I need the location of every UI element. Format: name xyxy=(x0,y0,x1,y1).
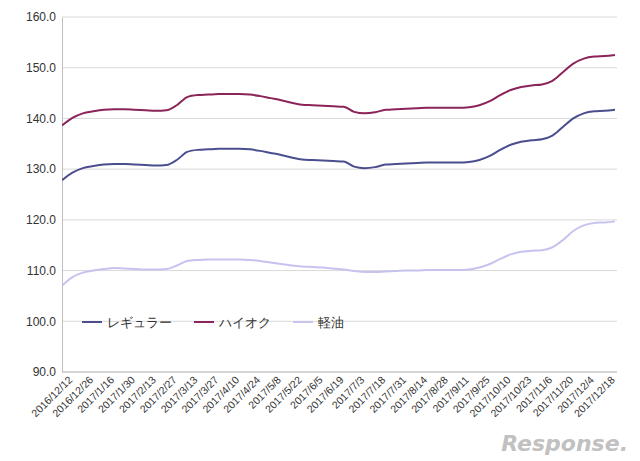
y-tick-label: 100.0 xyxy=(26,315,56,329)
y-tick: 90.0 xyxy=(33,365,62,379)
y-tick-label: 150.0 xyxy=(26,61,56,75)
x-tick: 2017/12/18 xyxy=(571,372,617,419)
grid-line xyxy=(62,372,617,373)
y-tick-label: 160.0 xyxy=(26,10,56,24)
legend-item: 軽油 xyxy=(293,315,344,330)
legend: レギュラー ハイオク 軽油 xyxy=(82,315,344,330)
y-tick-label: 140.0 xyxy=(26,112,56,126)
watermark: Response. xyxy=(501,431,628,456)
series-line xyxy=(62,110,615,180)
grid-line xyxy=(62,67,617,68)
legend-swatch xyxy=(82,321,102,323)
y-axis-line xyxy=(62,18,63,373)
grid xyxy=(62,17,617,372)
series-line xyxy=(62,55,615,125)
y-axis: 90.0 100.0 110.0 120.0 130.0 140.0 150.0 160.0 xyxy=(26,10,63,379)
y-tick: 100.0 xyxy=(26,315,62,329)
y-tick: 130.0 xyxy=(26,162,62,176)
y-tick-label: 90.0 xyxy=(33,365,57,379)
x-axis: 2016/12/122016/12/262017/1/162017/1/3020… xyxy=(29,372,617,419)
legend-item: ハイオク xyxy=(194,315,271,330)
legend-swatch xyxy=(293,321,313,323)
grid-line xyxy=(62,219,617,220)
grid-line xyxy=(62,169,617,170)
lines xyxy=(62,55,615,286)
x-axis-line xyxy=(62,372,617,373)
y-tick-label: 130.0 xyxy=(26,162,56,176)
x-tick-label: 2017/12/18 xyxy=(571,373,617,419)
y-tick: 160.0 xyxy=(26,10,62,24)
y-tick: 120.0 xyxy=(26,213,62,227)
legend-item: レギュラー xyxy=(82,315,172,330)
legend-swatch xyxy=(194,321,214,323)
y-tick: 150.0 xyxy=(26,61,62,75)
y-tick: 110.0 xyxy=(27,264,62,278)
chart: 90.0 100.0 110.0 120.0 130.0 140.0 150.0 160.0 2… xyxy=(0,0,640,461)
y-tick: 140.0 xyxy=(26,112,62,126)
legend-label: レギュラー xyxy=(107,315,172,330)
series-line xyxy=(62,221,615,285)
y-tick-label: 120.0 xyxy=(26,213,56,227)
grid-line xyxy=(62,17,617,18)
legend-label: ハイオク xyxy=(218,315,271,330)
grid-line xyxy=(62,118,617,119)
y-tick-label: 110.0 xyxy=(27,264,56,278)
legend-label: 軽油 xyxy=(318,315,344,330)
